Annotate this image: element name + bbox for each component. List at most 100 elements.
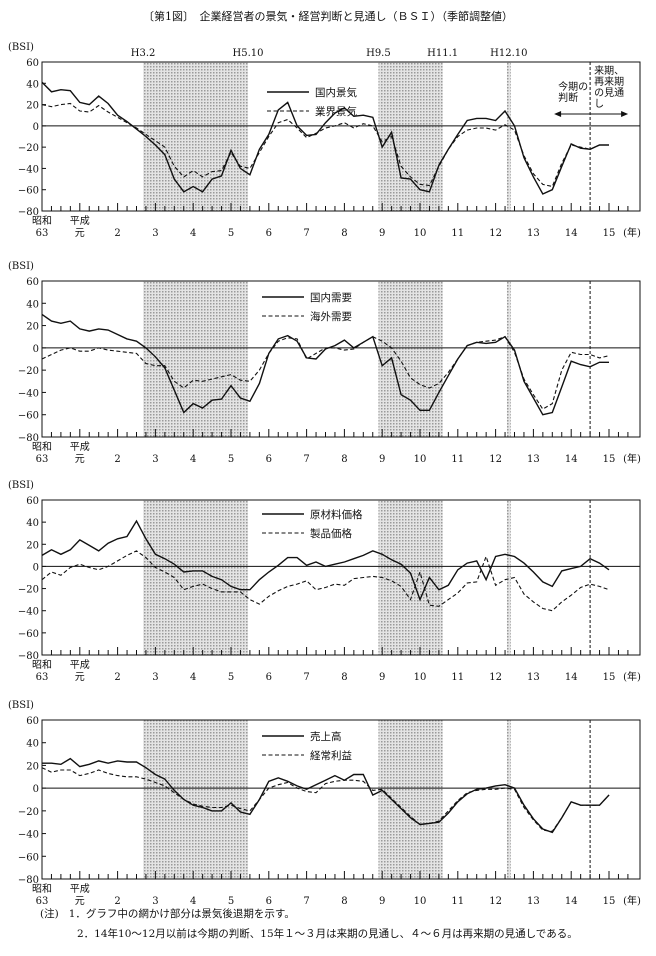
x-tick-label: 2 [114, 228, 120, 239]
legend-label: 海外需要 [310, 310, 352, 323]
forecast-annotation: 来期、 [594, 65, 624, 77]
y-tick-label: 20 [26, 101, 39, 112]
legend-label: 製品価格 [310, 527, 352, 540]
legend-label: 業界景気 [315, 105, 357, 118]
legend-label: 原材料価格 [310, 508, 363, 521]
y-tick-label: −60 [18, 411, 39, 422]
x-tick-era-label: 昭和 [32, 659, 52, 671]
x-tick-label: 12 [489, 228, 502, 239]
recession-period-label: H5.10 [233, 48, 264, 59]
recession-period-label: H9.5 [366, 48, 391, 59]
recession-period-label: H3.2 [131, 48, 156, 59]
figure-title: 〔第1図〕 企業経営者の景気・経営判断と見通し（ＢＳＩ）（季節調整値） [143, 10, 513, 23]
recession-shading [143, 62, 249, 211]
recession-shading [506, 500, 511, 655]
recession-shading [143, 720, 249, 879]
y-tick-label: −20 [18, 807, 39, 818]
x-tick-label: 5 [228, 672, 234, 683]
recession-shading [506, 62, 511, 211]
x-axis-unit: (年) [623, 452, 641, 465]
recession-shading [506, 281, 511, 437]
x-tick-label: 13 [527, 454, 540, 465]
recession-period-label: H12.10 [490, 48, 527, 59]
x-tick-label: 11 [451, 454, 464, 465]
series-line-1 [41, 81, 609, 195]
x-tick-era-label: 昭和 [32, 441, 52, 453]
y-tick-label: −80 [18, 875, 39, 886]
y-tick-label: −60 [18, 852, 39, 863]
x-axis-unit: (年) [623, 226, 641, 239]
y-tick-label: 60 [26, 496, 39, 507]
y-tick-label: −20 [18, 366, 39, 377]
x-tick-label: 10 [414, 454, 427, 465]
y-tick-label: 0 [33, 562, 39, 573]
y-tick-label: 60 [26, 58, 39, 69]
arrow-right-icon [621, 111, 629, 117]
y-tick-label: 60 [26, 277, 39, 288]
x-tick-label: 14 [565, 896, 578, 907]
x-tick-label: 7 [303, 672, 309, 683]
y-tick-label: 0 [33, 784, 39, 795]
series-line-2 [41, 336, 610, 410]
plot-frame [41, 61, 641, 212]
plot-frame [41, 719, 641, 880]
x-tick-label: 10 [414, 228, 427, 239]
series-line-1 [41, 313, 609, 416]
x-tick-era-label: 昭和 [32, 883, 52, 895]
x-tick-label: 10 [414, 896, 427, 907]
y-tick-label: 40 [26, 79, 39, 90]
current-judgement-annotation: 判断 [558, 91, 578, 104]
x-tick-label: 63 [36, 896, 49, 907]
x-tick-label: 元 [75, 454, 85, 465]
x-tick-label: 12 [489, 896, 502, 907]
y-tick-label: 20 [26, 761, 39, 772]
y-tick-label: −40 [18, 607, 39, 618]
x-tick-label: 6 [266, 672, 272, 683]
series-line-2 [41, 767, 610, 832]
legend-label: 国内需要 [310, 291, 352, 304]
x-tick-label: 8 [341, 454, 347, 465]
x-tick-label: 13 [527, 672, 540, 683]
x-tick-label: 4 [190, 896, 196, 907]
x-tick-label: 7 [303, 896, 309, 907]
forecast-annotation: 再来期 [594, 76, 624, 88]
x-tick-label: 4 [190, 672, 196, 683]
x-tick-era-label: 平成 [70, 883, 90, 895]
x-tick-label: 7 [303, 228, 309, 239]
x-tick-label: 5 [228, 454, 234, 465]
y-tick-label: 60 [26, 716, 39, 727]
series-line-2 [41, 102, 609, 188]
y-tick-label: 0 [33, 344, 39, 355]
y-tick-label: −80 [18, 651, 39, 662]
x-tick-label: 3 [152, 896, 158, 907]
x-tick-era-label: 平成 [70, 659, 90, 671]
series-line-1 [41, 519, 610, 602]
y-tick-label: −20 [18, 143, 39, 154]
x-tick-label: 5 [228, 228, 234, 239]
arrow-left-icon [554, 111, 562, 117]
y-tick-label: −60 [18, 186, 39, 197]
x-tick-label: 7 [303, 454, 309, 465]
forecast-annotation: し [594, 98, 604, 110]
x-tick-label: 4 [190, 454, 196, 465]
current-judgement-annotation: 今期の [558, 80, 588, 93]
y-tick-label: −80 [18, 207, 39, 218]
y-tick-label: 0 [33, 122, 39, 133]
notes-prefix: (注) [40, 908, 59, 920]
recession-shading [378, 281, 443, 437]
y-axis-unit: (BSI) [8, 700, 34, 711]
x-tick-label: 11 [451, 896, 464, 907]
x-tick-label: 8 [341, 228, 347, 239]
x-tick-label: 13 [527, 228, 540, 239]
legend-label: 経常利益 [310, 749, 352, 762]
recession-shading [143, 281, 249, 437]
x-tick-era-label: 昭和 [32, 215, 52, 227]
x-tick-era-label: 平成 [70, 441, 90, 453]
x-tick-label: 3 [152, 228, 158, 239]
x-tick-label: 元 [75, 228, 85, 239]
x-tick-label: 15 [603, 228, 616, 239]
x-tick-label: 15 [603, 896, 616, 907]
x-tick-label: 13 [527, 896, 540, 907]
y-tick-label: −80 [18, 433, 39, 444]
x-tick-label: 2 [114, 454, 120, 465]
